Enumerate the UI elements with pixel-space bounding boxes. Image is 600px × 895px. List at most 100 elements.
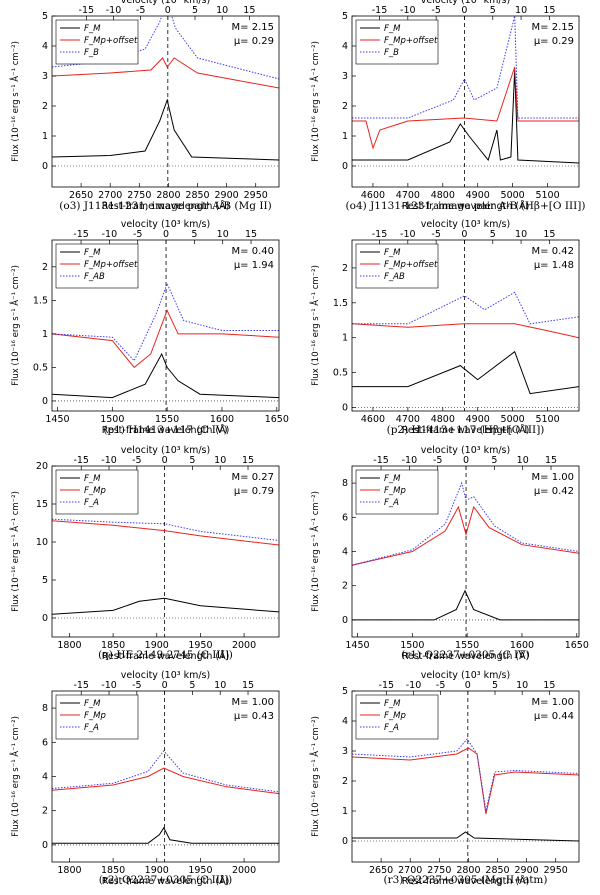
panel-caption: (r1) Q2237+0305 (C IV): [401, 649, 530, 661]
y-tick-label: 1: [342, 333, 348, 344]
legend-box: [355, 243, 439, 289]
y-tick-label: 3: [42, 71, 48, 82]
series-group: [52, 518, 279, 615]
velocity-tick-label: -15: [73, 455, 89, 466]
legend-box: [55, 19, 139, 65]
x-tick-label: 1550: [155, 414, 179, 425]
velocity-tick-label: -10: [406, 680, 422, 691]
velocity-tick-label: 5: [490, 229, 496, 240]
legend-box: [55, 469, 139, 515]
legend-entry: F_Mp+offset: [84, 260, 138, 270]
x-tick-label: 1450: [345, 640, 369, 651]
magnification-value: M= 1.00: [232, 697, 274, 708]
y-tick-label: 5: [342, 11, 348, 22]
series-group: [352, 291, 579, 395]
legend-box: [355, 694, 439, 740]
velocity-axis-label: velocity (10³ km/s): [421, 219, 510, 230]
y-tick-label: 0: [42, 840, 48, 851]
velocity-axis-label: velocity (10³ km/s): [121, 670, 210, 681]
legend-entry: F_M: [384, 248, 401, 258]
legend: F_M F_Mp F_A: [355, 694, 439, 740]
microlensing-value: μ= 1.48: [534, 260, 574, 271]
velocity-tick-label: -10: [402, 455, 418, 466]
x-tick-label: 2650: [369, 865, 393, 876]
velocity-tick-label: 10: [516, 680, 528, 691]
x-tick-label: 2750: [127, 190, 151, 201]
magnification-value: M= 2.15: [532, 22, 574, 33]
x-tick-label: 1950: [188, 640, 212, 651]
legend-entry: F_AB: [84, 272, 105, 282]
y-tick-label: 6: [42, 737, 48, 748]
y-tick-label: 0.5: [333, 368, 348, 379]
panel-caption: (o3) J1131-1231, image pair A-B (Mg II): [59, 200, 272, 212]
x-tick-label: 2950: [544, 865, 568, 876]
x-tick-label: 1850: [101, 865, 125, 876]
velocity-tick-label: -5: [132, 680, 141, 691]
y-tick-label: 0: [342, 615, 348, 626]
y-tick-label: 4: [42, 41, 48, 52]
y-tick-label: 4: [342, 547, 348, 558]
legend-box: [355, 19, 439, 65]
legend: F_M F_Mp F_A: [55, 469, 139, 515]
x-tick-label: 2650: [69, 190, 93, 201]
legend-entry: F_Mp: [384, 711, 406, 721]
y-tick-label: 1: [42, 131, 48, 142]
x-tick-label: 1800: [57, 865, 81, 876]
panel-p1: 1450 1500 1550 1600 1650 0 0.5 1 1.5 2 -15 -10 -5 0 5 1…: [9, 219, 289, 436]
y-tick-label: 1: [342, 806, 348, 817]
panel-o3: 2650 2700 2750 2800 2850 2900 2950 0 1 2 3 4 5 -15 -10…: [9, 0, 280, 212]
wavelength-axis-label: Rest-frame wavelength (Å): [102, 424, 230, 436]
x-tick-label: 2800: [456, 865, 480, 876]
velocity-tick-label: 10: [216, 5, 228, 16]
velocity-tick-label: 0: [465, 680, 471, 691]
plot-frame: [351, 15, 580, 188]
y-tick-label: 0: [342, 161, 348, 172]
series-f-ab: [352, 291, 579, 325]
x-tick-label: 2850: [185, 190, 209, 201]
series-f-m: [52, 98, 279, 161]
microlensing-value: μ= 0.29: [534, 36, 574, 47]
flux-axis-label: Flux (10⁻¹⁶ erg s⁻¹ Å⁻¹ cm⁻²): [309, 265, 321, 386]
panel-r1: 1450 1500 1550 1600 1650 0 2 4 6 8 -15 -10 -5 0 5 10 15 v…: [309, 445, 589, 662]
x-tick-label: 5000: [501, 190, 525, 201]
legend-entry: F_M: [84, 248, 101, 258]
legend: F_M F_Mp+offset F_B: [55, 19, 139, 65]
x-tick-label: 1900: [145, 640, 169, 651]
velocity-tick-label: -15: [372, 5, 388, 16]
legend: F_M F_Mp+offset F_AB: [55, 243, 139, 289]
panel-r2: 1800 1850 1900 1950 2000 0 2 4 6 8 -15 -10 -5 0 5 10 15 v…: [9, 670, 280, 887]
x-tick-label: 4700: [396, 190, 420, 201]
velocity-tick-label: 10: [217, 229, 229, 240]
velocity-tick-label: 10: [515, 5, 527, 16]
magnification-value: M= 0.27: [232, 472, 274, 483]
microlensing-value: μ= 0.43: [234, 711, 274, 722]
wavelength-axis-label: Rest-frame wavelength (Å): [402, 424, 530, 436]
flux-axis-label: Flux (10⁻¹⁶ erg s⁻¹ Å⁻¹ cm⁻²): [9, 41, 21, 162]
series-f-mp-offset: [52, 309, 279, 369]
series-f-b: [352, 16, 579, 119]
legend-entry: F_M: [384, 24, 401, 34]
panel-caption: (q) HE 2149-2745 (C III]): [98, 649, 233, 661]
velocity-tick-label: -10: [101, 455, 117, 466]
x-tick-label: 4800: [431, 414, 455, 425]
velocity-tick-label: -5: [431, 229, 440, 240]
velocity-tick-label: 5: [191, 229, 197, 240]
y-tick-label: 1: [42, 329, 48, 340]
x-tick-label: 1650: [265, 414, 289, 425]
y-tick-label: 6: [342, 512, 348, 523]
x-tick-label: 1900: [145, 865, 169, 876]
series-f-m: [52, 352, 279, 399]
y-tick-label: 1.5: [33, 295, 48, 306]
series-f-m: [352, 831, 579, 842]
x-tick-label: 2750: [427, 865, 451, 876]
legend-box: [355, 469, 439, 515]
flux-axis-label: Flux (10⁻¹⁶ erg s⁻¹ Å⁻¹ cm⁻²): [309, 491, 321, 612]
magnification-value: M= 2.15: [232, 22, 274, 33]
legend-box: [55, 694, 139, 740]
x-tick-label: 2000: [232, 865, 256, 876]
series-f-m: [352, 589, 579, 621]
wavelength-axis-label: Rest-frame wavelength (Å): [402, 650, 530, 662]
y-tick-label: 0: [42, 396, 48, 407]
velocity-tick-label: 0: [165, 5, 171, 16]
